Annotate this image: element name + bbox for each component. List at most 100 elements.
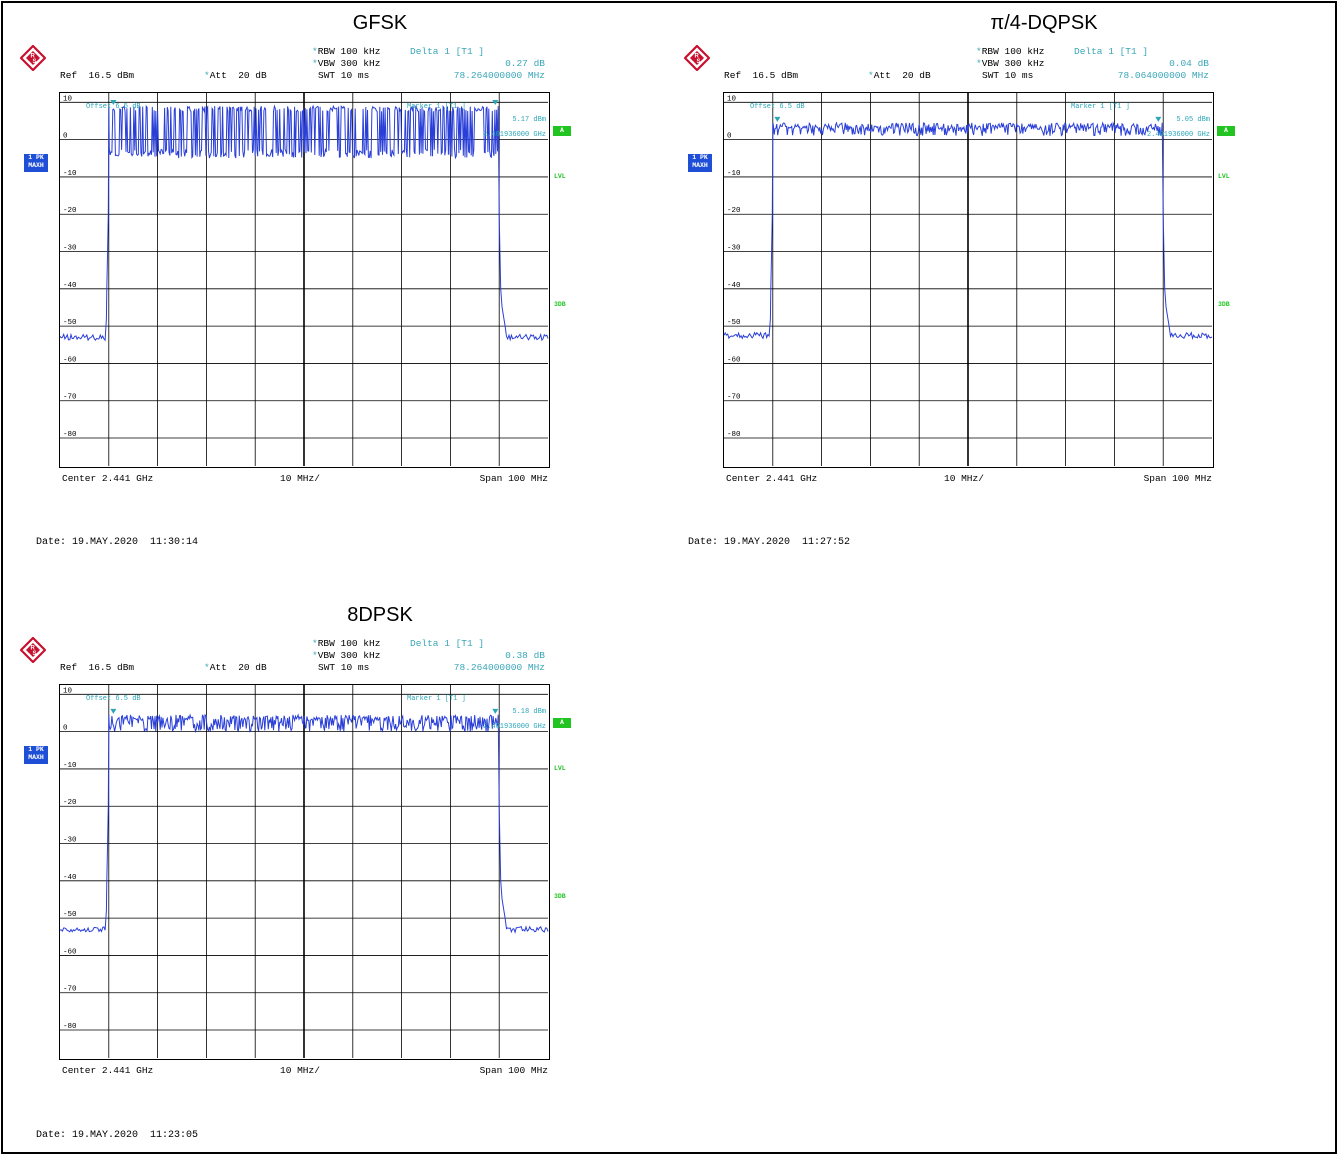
sweep-time-label: SWT 10 ms bbox=[982, 70, 1034, 81]
x-center-label: Center 2.441 GHz bbox=[726, 473, 818, 484]
plot-area: 10 0 -10 -20 -30 -40 -50 -60 -70 -80 Offset 6.5 d… bbox=[723, 92, 1214, 468]
x-span-label: Span 100 MHz bbox=[479, 473, 548, 484]
a-indicator: A bbox=[553, 718, 571, 728]
y-tick-label: -80 bbox=[727, 431, 741, 439]
y-tick-label: -60 bbox=[63, 948, 77, 956]
marker-2-icon bbox=[492, 100, 499, 106]
delta-marker-freq: 78.264000000 MHz bbox=[453, 662, 545, 673]
ref-level-label: Ref 16.5 dBm bbox=[60, 70, 135, 81]
y-tick-label: -70 bbox=[63, 394, 77, 402]
spectrum-panel-3: 8DPSK R S *RBW 100 kHz Delta 1 [T1 ] *VB… bbox=[0, 604, 600, 1164]
spectrum-trace bbox=[723, 121, 1213, 340]
lvl-indicator: LVL bbox=[1218, 173, 1230, 180]
marker-value: 5.17 dBm bbox=[512, 116, 546, 124]
y-tick-label: -50 bbox=[63, 911, 77, 919]
marker-freq: 2.401936000 GHz bbox=[483, 131, 546, 139]
marker-label: Marker 1 [T1 ] bbox=[407, 103, 466, 111]
svg-text:R: R bbox=[31, 646, 36, 652]
y-tick-label: -60 bbox=[63, 356, 77, 364]
attenuation-label: *Att 20 dB bbox=[868, 70, 931, 81]
y-tick-label: 10 bbox=[727, 95, 737, 103]
lvl-indicator: LVL bbox=[554, 765, 566, 772]
marker-label: Marker 1 [T1 ] bbox=[407, 695, 466, 703]
y-tick-label: -50 bbox=[727, 319, 741, 327]
date-stamp: Date: 19.MAY.2020 11:30:14 bbox=[36, 537, 199, 548]
y-tick-label: -30 bbox=[727, 245, 741, 253]
y-tick-label: -10 bbox=[63, 170, 77, 178]
date-stamp: Date: 19.MAY.2020 11:23:05 bbox=[36, 1130, 199, 1141]
3db-indicator: 3DB bbox=[554, 301, 566, 308]
y-tick-label: -10 bbox=[63, 762, 77, 770]
rbw-label: *RBW 100 kHz bbox=[312, 46, 381, 57]
y-tick-label: 0 bbox=[63, 725, 68, 733]
spectrum-panel-1: GFSK R S *RBW 100 kHz Delta 1 [T1 ] *VBW… bbox=[0, 12, 600, 572]
spectrum-svg: 10 0 -10 -20 -30 -40 -50 -60 -70 -80 Offset 6.5 d… bbox=[723, 93, 1213, 466]
delta-marker-label: Delta 1 [T1 ] bbox=[410, 46, 485, 57]
trace-indicator: 1 PK MAXH bbox=[24, 154, 48, 172]
x-center-label: Center 2.441 GHz bbox=[62, 473, 154, 484]
attenuation-label: *Att 20 dB bbox=[204, 70, 267, 81]
marker-value: 5.18 dBm bbox=[512, 708, 546, 716]
delta-marker-value: 0.38 dB bbox=[505, 650, 545, 661]
date-stamp: Date: 19.MAY.2020 11:27:52 bbox=[688, 537, 851, 548]
spectrum-trace bbox=[59, 104, 549, 342]
y-tick-label: -20 bbox=[63, 207, 77, 215]
y-tick-label: -10 bbox=[727, 170, 741, 178]
a-indicator: A bbox=[553, 126, 571, 136]
y-tick-label: -20 bbox=[727, 207, 741, 215]
x-center-label: Center 2.441 GHz bbox=[62, 1065, 154, 1076]
rohde-schwarz-logo-icon: R S bbox=[20, 45, 46, 71]
delta-marker-freq: 78.064000000 MHz bbox=[1117, 70, 1209, 81]
3db-indicator: 3DB bbox=[554, 893, 566, 900]
rbw-label: *RBW 100 kHz bbox=[976, 46, 1045, 57]
marker-value: 5.05 dBm bbox=[1176, 116, 1210, 124]
vbw-label: *VBW 300 kHz bbox=[976, 58, 1045, 69]
y-tick-label: -50 bbox=[63, 319, 77, 327]
spectrum-trace bbox=[59, 713, 549, 934]
trace-indicator: 1 PK MAXH bbox=[688, 154, 712, 172]
y-tick-label: -30 bbox=[63, 245, 77, 253]
delta-marker-freq: 78.264000000 MHz bbox=[453, 70, 545, 81]
svg-text:S: S bbox=[33, 651, 37, 657]
marker-1-icon bbox=[110, 100, 117, 106]
y-tick-label: -30 bbox=[63, 837, 77, 845]
y-tick-label: -70 bbox=[727, 394, 741, 402]
y-tick-label: -40 bbox=[63, 282, 77, 290]
svg-text:R: R bbox=[695, 54, 700, 60]
y-tick-label: 0 bbox=[63, 133, 68, 141]
x-span-label: Span 100 MHz bbox=[479, 1065, 548, 1076]
vbw-label: *VBW 300 kHz bbox=[312, 58, 381, 69]
y-tick-label: 10 bbox=[63, 95, 73, 103]
panel-title: GFSK bbox=[352, 12, 408, 34]
marker-1-icon bbox=[110, 708, 117, 714]
x-div-label: 10 MHz/ bbox=[280, 1065, 320, 1076]
y-tick-label: -60 bbox=[727, 356, 741, 364]
offset-label: Offset 6.5 dB bbox=[86, 103, 141, 111]
delta-marker-value: 0.04 dB bbox=[1169, 58, 1209, 69]
y-tick-label: 0 bbox=[727, 133, 732, 141]
y-tick-label: -80 bbox=[63, 431, 77, 439]
y-tick-label: -20 bbox=[63, 799, 77, 807]
spectrum-svg: 10 0 -10 -20 -30 -40 -50 -60 -70 -80 Offset 6.5 d… bbox=[59, 685, 549, 1058]
svg-text:R: R bbox=[31, 54, 36, 60]
spectrum-panel-2: π/4-DQPSK R S *RBW 100 kHz Delta 1 [T1 ]… bbox=[664, 12, 1264, 572]
plot-area: 10 0 -10 -20 -30 -40 -50 -60 -70 -80 Offset 6.5 d… bbox=[59, 684, 550, 1060]
delta-marker-value: 0.27 dB bbox=[505, 58, 545, 69]
spectrum-svg: 10 0 -10 -20 -30 -40 -50 -60 -70 -80 Offset 6.5 d… bbox=[59, 93, 549, 466]
offset-label: Offset 6.5 dB bbox=[86, 695, 141, 703]
a-indicator: A bbox=[1217, 126, 1235, 136]
marker-freq: 2.401936000 GHz bbox=[1147, 131, 1210, 139]
offset-label: Offset 6.5 dB bbox=[750, 103, 805, 111]
y-tick-label: -80 bbox=[63, 1023, 77, 1031]
3db-indicator: 3DB bbox=[1218, 301, 1230, 308]
marker-2-icon bbox=[1155, 116, 1162, 122]
y-tick-label: 10 bbox=[63, 687, 73, 695]
delta-marker-label: Delta 1 [T1 ] bbox=[410, 638, 485, 649]
y-tick-label: -70 bbox=[63, 986, 77, 994]
ref-level-label: Ref 16.5 dBm bbox=[60, 662, 135, 673]
rohde-schwarz-logo-icon: R S bbox=[684, 45, 710, 71]
rbw-label: *RBW 100 kHz bbox=[312, 638, 381, 649]
lvl-indicator: LVL bbox=[554, 173, 566, 180]
panel-title: 8DPSK bbox=[347, 604, 413, 626]
